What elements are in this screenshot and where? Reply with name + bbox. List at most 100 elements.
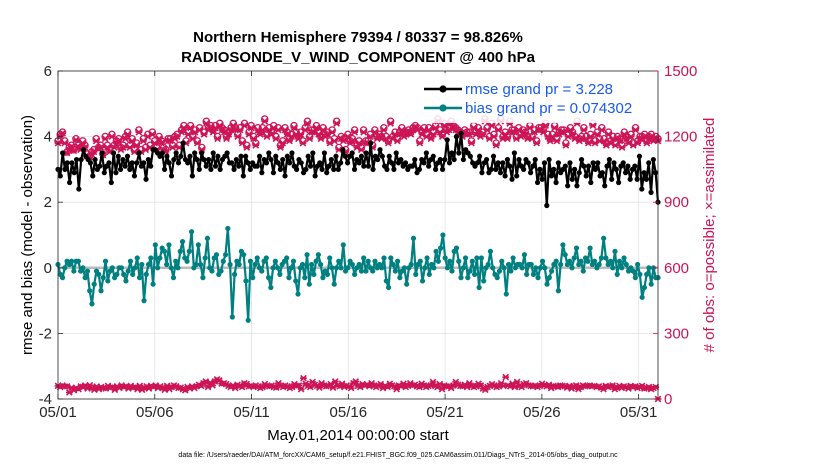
rmse-point (110, 150, 117, 156)
obs-lowcount-point (331, 378, 339, 385)
bias-point (62, 265, 68, 271)
bias-point (141, 298, 147, 304)
rmse-point (284, 153, 290, 159)
rmse-point (233, 156, 239, 163)
bias-point (130, 271, 136, 277)
rmse-point (539, 176, 545, 182)
bias-point (155, 265, 161, 271)
rmse-point (363, 150, 369, 156)
bias-point (134, 255, 140, 261)
bias-point (510, 255, 516, 261)
bias-point (202, 255, 208, 261)
bias-point (198, 261, 204, 268)
bias-point (179, 238, 186, 245)
bias-point (472, 271, 478, 277)
rmse-point (632, 163, 638, 169)
x-tick-label: 05/01 (39, 404, 77, 421)
bias-point (453, 245, 460, 251)
bias-point (435, 258, 441, 264)
bias-point (175, 265, 181, 271)
obs-assimilated-point (465, 131, 473, 138)
rmse-point (449, 150, 455, 156)
obs-assimilated-point (490, 133, 498, 140)
rmse-point (490, 153, 497, 159)
bias-point (102, 258, 109, 264)
rmse-point (333, 153, 339, 159)
rmse-point (266, 150, 272, 156)
rmse-point (192, 150, 198, 156)
bias-point (585, 258, 591, 264)
bias-point (243, 278, 249, 284)
rmse-point (294, 166, 300, 172)
bias-point (395, 258, 401, 264)
bias-point (456, 258, 462, 264)
bias-point (632, 275, 638, 281)
rmse-point (208, 166, 214, 172)
obs-lowcount-point (347, 384, 355, 392)
rmse-point (544, 202, 550, 209)
rmse-point (259, 170, 265, 176)
rmse-point (317, 160, 323, 166)
rmse-point (511, 150, 517, 156)
bias-point (109, 265, 115, 271)
obs-assimilated-point (569, 131, 576, 138)
rmse-point (398, 156, 404, 163)
bias-point (268, 284, 274, 291)
rmse-point (349, 150, 355, 156)
rmse-point (310, 150, 316, 156)
obs-assimilated-point (169, 144, 176, 151)
rmse-point (171, 156, 177, 163)
bias-point (601, 235, 607, 241)
obs-assimilated-point (216, 122, 224, 130)
bias-point (619, 265, 625, 271)
legend-box (420, 73, 656, 123)
obs-assimilated-point (580, 126, 588, 134)
obs-assimilated-point (427, 135, 435, 143)
rmse-point (646, 160, 652, 166)
bias-point (610, 265, 616, 271)
bias-point (385, 284, 392, 291)
bias-point (336, 258, 342, 264)
rmse-point (238, 153, 244, 159)
rmse-point (534, 179, 541, 186)
bias-point (241, 252, 247, 258)
bias-point (558, 261, 564, 268)
rmse-point (280, 156, 286, 163)
rmse-point (106, 160, 112, 166)
bias-point (59, 275, 66, 281)
obs-lowcount-point (352, 378, 360, 385)
y-tick-label-left: -4 (39, 391, 52, 408)
obs-assimilated-point (97, 144, 105, 151)
rmse-point (340, 147, 346, 153)
obs-assimilated-point (290, 124, 298, 132)
bias-point (209, 268, 215, 274)
bias-point (630, 268, 636, 274)
bias-point (286, 275, 292, 281)
bias-point (87, 288, 93, 294)
bias-point (424, 255, 430, 261)
bias-point (259, 268, 265, 274)
rmse-point (375, 156, 381, 163)
obs-assimilated-point (587, 133, 594, 140)
bias-point (539, 258, 546, 264)
rmse-point (256, 153, 263, 159)
bias-point (71, 268, 77, 274)
bias-point (494, 275, 500, 281)
bias-point (431, 265, 437, 271)
bias-point (546, 275, 552, 281)
bias-point (553, 258, 559, 264)
bias-point (150, 281, 156, 287)
bias-point (161, 248, 168, 254)
bias-point (571, 255, 577, 261)
rmse-point (217, 166, 223, 172)
chart-title-line2: RADIOSONDE_V_WIND_COMPONENT @ 400 hPa (181, 49, 536, 66)
rmse-point (143, 176, 149, 182)
y-tick-label-left: 4 (44, 129, 52, 146)
obs-possible-point (72, 134, 80, 143)
rmse-point (127, 166, 133, 172)
data-file-footnote: data file: /Users/raeder/DAI/ATM_forcXX/… (178, 452, 618, 459)
rmse-point (305, 153, 311, 159)
rmse-point (650, 156, 656, 163)
rmse-point (303, 166, 309, 172)
rmse-point (90, 173, 96, 179)
